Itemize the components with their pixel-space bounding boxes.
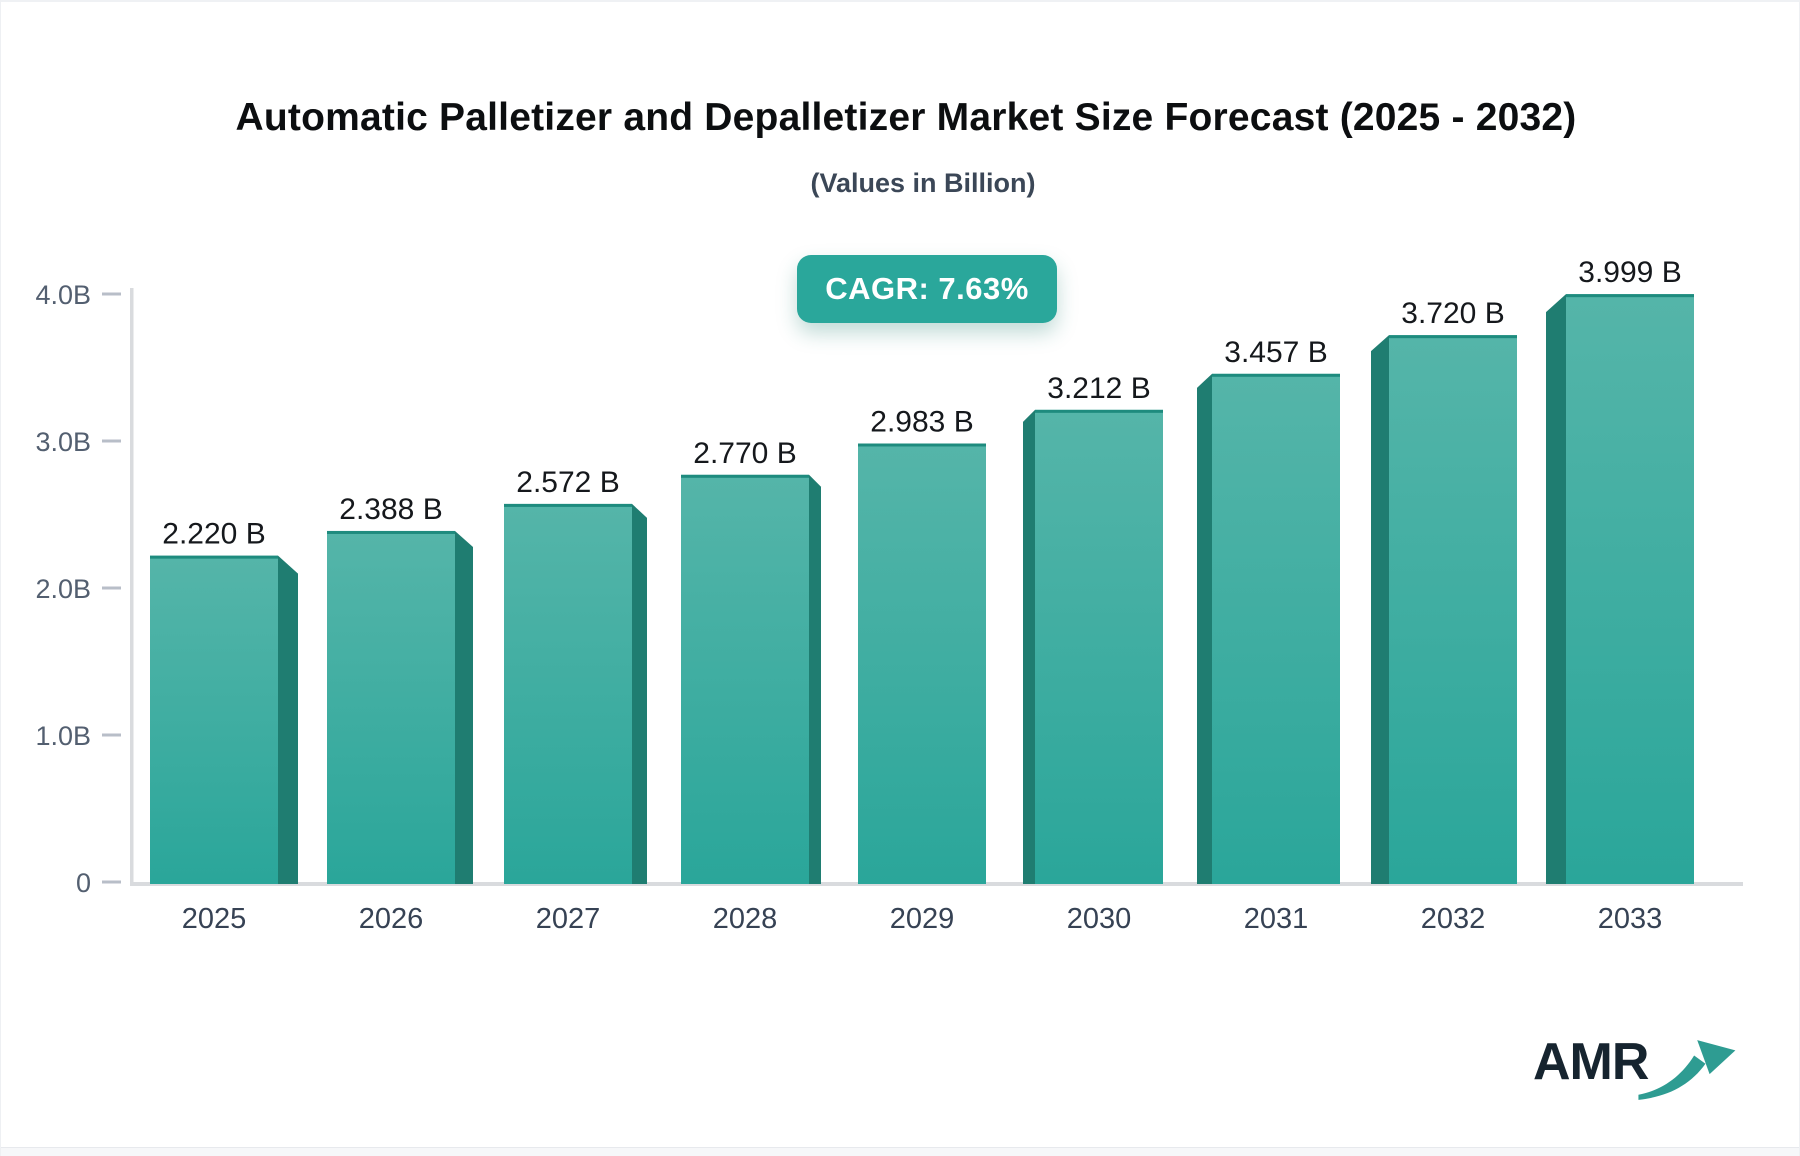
- bar-side-face: [455, 530, 473, 884]
- bar-side-face: [632, 503, 647, 884]
- bar-top-edge: [1035, 409, 1163, 413]
- bar-side-face: [1023, 409, 1035, 884]
- bar-side-face: [1546, 294, 1566, 885]
- x-axis-label: 2032: [1421, 903, 1486, 935]
- bar-top-edge: [1566, 294, 1694, 298]
- bar-face: [1566, 294, 1694, 885]
- chart-subtitle: (Values in Billion): [810, 168, 1036, 198]
- x-axis-label: 2026: [359, 903, 424, 935]
- amr-logo: AMR: [1533, 1034, 1742, 1104]
- bar-value-label: 3.212 B: [1047, 372, 1150, 405]
- y-axis-line: [130, 288, 134, 886]
- bar-face: [1389, 335, 1517, 884]
- bar-side-face: [809, 474, 821, 884]
- bars: 2.220 B 2025 2.388 B 2026 2.572 B 2027 2.770 B…: [150, 256, 1694, 935]
- bar-side-face: [278, 555, 298, 884]
- bar-face: [327, 530, 455, 884]
- y-axis-label: 3.0B: [35, 427, 91, 457]
- amr-logo-text: AMR: [1533, 1033, 1649, 1091]
- bar-top-edge: [327, 530, 455, 534]
- cagr-badge: CAGR: 7.63%: [797, 255, 1057, 323]
- y-tick-mark: [102, 292, 121, 296]
- bar-face: [1212, 373, 1340, 884]
- bar-top-edge: [150, 555, 278, 559]
- bar-face: [1035, 409, 1163, 884]
- bar-value-label: 2.770 B: [693, 437, 796, 470]
- bar-top-edge: [1212, 373, 1340, 377]
- bar-face: [858, 443, 986, 884]
- y-tick-mark: [102, 586, 121, 590]
- top-border-line: [1, 0, 1799, 2]
- x-axis-label: 2027: [536, 903, 601, 935]
- x-axis-label: 2029: [890, 903, 955, 935]
- x-axis-label: 2031: [1244, 903, 1309, 935]
- x-axis-label: 2033: [1598, 903, 1663, 935]
- bar-top-edge: [681, 474, 809, 478]
- y-tick-mark: [102, 733, 121, 737]
- bar-value-label: 2.220 B: [162, 518, 265, 551]
- y-axis-label: 0: [76, 868, 91, 898]
- bar-side-face: [1197, 373, 1212, 884]
- bar-top-edge: [1389, 335, 1517, 339]
- y-tick-mark: [102, 880, 121, 884]
- bar-value-label: 3.999 B: [1578, 256, 1681, 289]
- y-axis-label: 1.0B: [35, 721, 91, 751]
- bar-value-label: 3.457 B: [1224, 336, 1327, 369]
- bar-value-label: 3.720 B: [1401, 297, 1504, 330]
- bar-face: [681, 474, 809, 884]
- x-axis-label: 2030: [1067, 903, 1132, 935]
- bar-value-label: 2.388 B: [339, 493, 442, 526]
- bar-top-edge: [504, 503, 632, 507]
- y-axis-label: 2.0B: [35, 574, 91, 604]
- x-axis-label: 2025: [182, 903, 247, 935]
- x-axis-label: 2028: [713, 903, 778, 935]
- bottom-border-strip: [1, 1147, 1799, 1156]
- bar-value-label: 2.572 B: [516, 466, 619, 499]
- bar-face: [504, 503, 632, 884]
- cagr-badge-label: CAGR: 7.63%: [825, 271, 1029, 306]
- cagr-badge-row: CAGR: 7.63%: [47, 255, 1799, 323]
- bar-top-edge: [858, 443, 986, 447]
- growth-arrow-icon: [1638, 1040, 1736, 1100]
- chart-title: Automatic Palletizer and Depalletizer Ma…: [235, 96, 1577, 139]
- bar-value-label: 2.983 B: [870, 405, 973, 438]
- y-tick-mark: [102, 439, 121, 443]
- y-axis-label: 4.0B: [35, 280, 91, 310]
- bar-side-face: [1371, 335, 1389, 884]
- bar-face: [150, 555, 278, 884]
